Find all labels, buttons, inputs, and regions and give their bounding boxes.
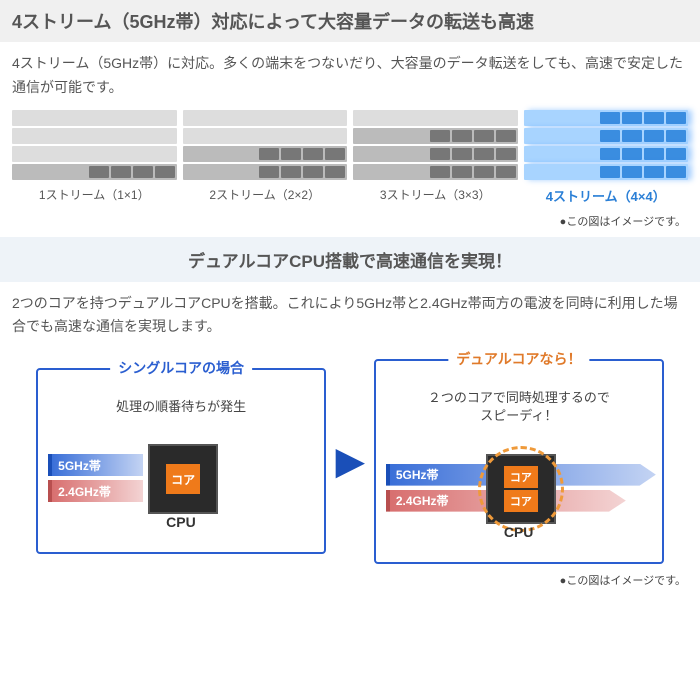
truck-icon <box>622 112 642 124</box>
truck-icon <box>89 166 109 178</box>
cpu-label: CPU <box>504 524 534 540</box>
stream-column: 1ストリーム（1×1） <box>12 110 177 205</box>
truck-icon <box>622 130 642 142</box>
single-core-box: シングルコアの場合 処理の順番待ちが発生 5GHz帯 2.4GHz帯 コア CP… <box>36 368 326 554</box>
truck-icon <box>666 166 686 178</box>
stream-lane <box>524 164 689 180</box>
truck-icon <box>325 166 345 178</box>
truck-icon <box>155 166 175 178</box>
truck-icon <box>644 130 664 142</box>
section2-caption: ●この図はイメージです。 <box>0 570 700 596</box>
stream-label: 4ストリーム（4×4） <box>546 186 666 205</box>
truck-icon <box>600 148 620 160</box>
truck-icon <box>474 130 494 142</box>
page: 4ストリーム（5GHz帯）対応によって大容量データの転送も高速 4ストリーム（5… <box>0 0 700 596</box>
truck-icon <box>452 166 472 178</box>
truck-icon <box>281 148 301 160</box>
stream-lane <box>353 164 518 180</box>
stream-lane <box>183 110 348 126</box>
truck-icon <box>496 130 516 142</box>
stream-diagram: 1ストリーム（1×1） 2ストリーム（2×2） 3ストリーム（3×3） 4ストリーム（… <box>0 110 700 211</box>
stream-lane <box>12 164 177 180</box>
stream-lane <box>12 146 177 162</box>
truck-icon <box>600 112 620 124</box>
single-title: シングルコアの場合 <box>110 358 252 378</box>
dual-diagram: 5GHz帯 2.4GHz帯 コア コア CPU <box>386 432 652 552</box>
stream-lane <box>524 110 689 126</box>
single-diagram: 5GHz帯 2.4GHz帯 コア CPU <box>48 422 314 542</box>
stream-column: 4ストリーム（4×4） <box>524 110 689 205</box>
stream-label: 2ストリーム（2×2） <box>209 186 320 203</box>
stream-lane <box>353 110 518 126</box>
section1-title: 4ストリーム（5GHz帯）対応によって大容量データの転送も高速 <box>0 0 700 42</box>
stream-lane <box>183 146 348 162</box>
single-subtitle: 処理の順番待ちが発生 <box>48 398 314 416</box>
truck-icon <box>452 148 472 160</box>
dual-subtitle: ２つのコアで同時処理するのでスピーディ！ <box>386 389 652 425</box>
truck-icon <box>303 166 323 178</box>
stream-lane <box>12 128 177 144</box>
cpu-chip: コア コア <box>486 454 556 524</box>
truck-icon <box>474 166 494 178</box>
truck-icon <box>622 166 642 178</box>
truck-icon <box>430 130 450 142</box>
truck-icon <box>644 166 664 178</box>
cpu-core-2: コア <box>504 490 538 512</box>
section2-desc: 2つのコアを持つデュアルコアCPUを搭載。これにより5GHz帯と2.4GHz帯両… <box>0 282 700 350</box>
stream-lane <box>524 146 689 162</box>
truck-icon <box>496 148 516 160</box>
stream-lane <box>353 128 518 144</box>
stream-lane <box>524 128 689 144</box>
band-5ghz: 5GHz帯 <box>48 454 143 476</box>
band-24ghz: 2.4GHz帯 <box>48 480 143 502</box>
stream-lane <box>12 110 177 126</box>
truck-icon <box>644 148 664 160</box>
cpu-label: CPU <box>166 514 196 530</box>
section1-caption: ●この図はイメージです。 <box>0 211 700 237</box>
truck-icon <box>666 148 686 160</box>
truck-icon <box>600 130 620 142</box>
cpu-core-1: コア <box>504 466 538 488</box>
section2-title: デュアルコアCPU搭載で高速通信を実現！ <box>0 237 700 282</box>
cpu-comparison: シングルコアの場合 処理の順番待ちが発生 5GHz帯 2.4GHz帯 コア CP… <box>0 349 700 569</box>
truck-icon <box>600 166 620 178</box>
cpu-chip: コア <box>148 444 218 514</box>
stream-column: 3ストリーム（3×3） <box>353 110 518 205</box>
stream-lane <box>183 164 348 180</box>
stream-label: 3ストリーム（3×3） <box>380 186 491 203</box>
truck-icon <box>622 148 642 160</box>
arrow-icon: ▶ <box>336 440 364 482</box>
stream-lane <box>353 146 518 162</box>
truck-icon <box>303 148 323 160</box>
truck-icon <box>430 148 450 160</box>
cpu-core: コア <box>166 464 200 494</box>
truck-icon <box>666 112 686 124</box>
stream-lane <box>183 128 348 144</box>
truck-icon <box>666 130 686 142</box>
truck-icon <box>325 148 345 160</box>
truck-icon <box>644 112 664 124</box>
truck-icon <box>111 166 131 178</box>
dual-core-box: デュアルコアなら！ ２つのコアで同時処理するのでスピーディ！ 5GHz帯 2.4… <box>374 359 664 563</box>
section1-desc: 4ストリーム（5GHz帯）に対応。多くの端末をつないだり、大容量のデータ転送をし… <box>0 42 700 110</box>
truck-icon <box>281 166 301 178</box>
stream-label: 1ストリーム（1×1） <box>39 186 150 203</box>
truck-icon <box>474 148 494 160</box>
stream-column: 2ストリーム（2×2） <box>183 110 348 205</box>
truck-icon <box>259 166 279 178</box>
truck-icon <box>133 166 153 178</box>
truck-icon <box>496 166 516 178</box>
truck-icon <box>430 166 450 178</box>
dual-title: デュアルコアなら！ <box>448 349 589 369</box>
truck-icon <box>452 130 472 142</box>
truck-icon <box>259 148 279 160</box>
